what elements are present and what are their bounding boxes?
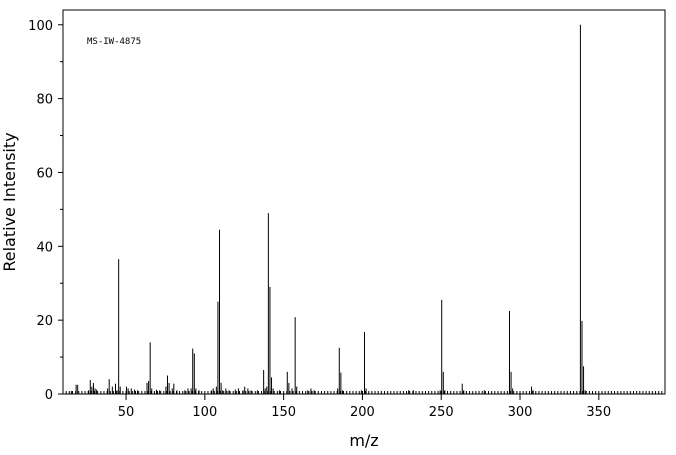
y-tick-label: 20 [36,314,53,329]
spectrum-peaks [70,24,586,394]
x-tick-label: 350 [586,405,611,420]
y-tick-label: 100 [28,19,53,34]
x-tick-label: 150 [271,405,296,420]
x-tick-label: 300 [508,405,533,420]
x-axis-label: m/z [349,431,378,450]
x-tick-label: 250 [429,405,454,420]
y-tick-label: 0 [45,388,53,403]
x-tick-label: 50 [118,405,135,420]
y-axis-ticks: 0 20 40 60 80 100 [28,19,63,403]
y-tick-label: 80 [36,93,53,108]
x-tick-label: 100 [192,405,217,420]
y-tick-label: 60 [36,166,53,181]
y-axis-label: Relative Intensity [0,132,19,271]
x-axis-ticks: 50 100 150 200 250 300 350 [118,394,611,420]
y-tick-label: 40 [36,240,53,255]
sample-id-annotation: MS-IW-4875 [87,37,141,47]
x-tick-label: 200 [350,405,375,420]
